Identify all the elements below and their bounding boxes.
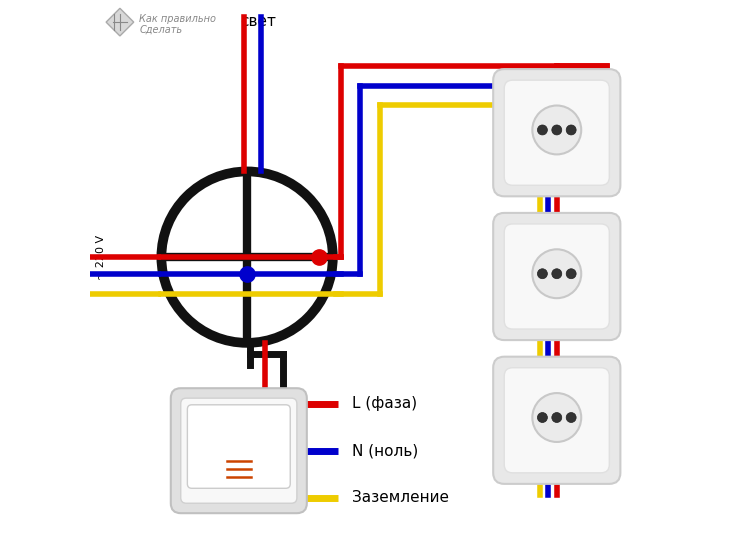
FancyBboxPatch shape bbox=[171, 388, 307, 513]
Circle shape bbox=[537, 125, 548, 135]
Circle shape bbox=[532, 393, 581, 442]
Circle shape bbox=[552, 125, 561, 135]
Circle shape bbox=[552, 269, 561, 279]
Text: ~ 220 V: ~ 220 V bbox=[96, 234, 106, 280]
Circle shape bbox=[566, 269, 576, 279]
FancyBboxPatch shape bbox=[504, 224, 609, 329]
FancyBboxPatch shape bbox=[504, 80, 609, 185]
Circle shape bbox=[532, 249, 581, 298]
Circle shape bbox=[532, 106, 581, 154]
Text: L (фаза): L (фаза) bbox=[352, 396, 417, 411]
Text: N (ноль): N (ноль) bbox=[352, 443, 419, 458]
FancyBboxPatch shape bbox=[493, 69, 621, 196]
Circle shape bbox=[552, 413, 561, 422]
FancyBboxPatch shape bbox=[181, 398, 297, 503]
FancyBboxPatch shape bbox=[504, 368, 609, 473]
FancyBboxPatch shape bbox=[493, 213, 621, 340]
FancyBboxPatch shape bbox=[187, 405, 291, 488]
Polygon shape bbox=[106, 8, 134, 36]
Text: свет: свет bbox=[240, 14, 276, 29]
Circle shape bbox=[537, 269, 548, 279]
Text: Как правильно: Как правильно bbox=[139, 14, 216, 24]
Circle shape bbox=[566, 413, 576, 422]
FancyBboxPatch shape bbox=[493, 357, 621, 484]
Text: Сделать: Сделать bbox=[139, 24, 182, 34]
Circle shape bbox=[537, 413, 548, 422]
Circle shape bbox=[566, 125, 576, 135]
Text: Заземление: Заземление bbox=[352, 490, 449, 505]
